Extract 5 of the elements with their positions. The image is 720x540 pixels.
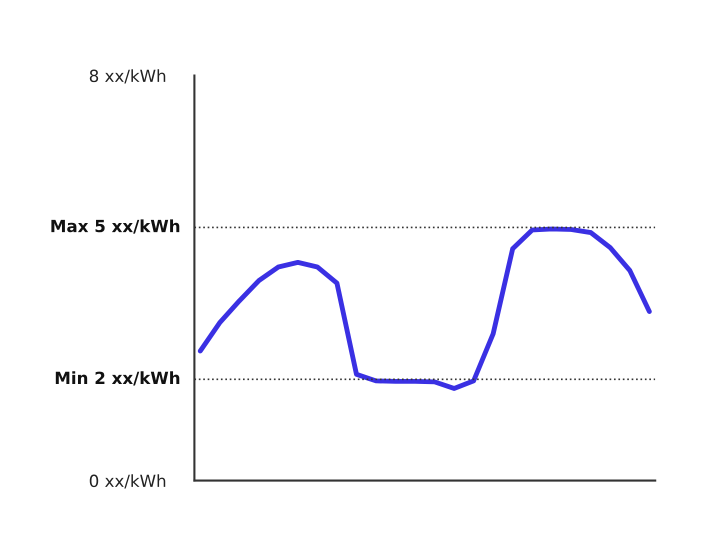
- y-tick-label: 8 xx/kWh: [90, 69, 166, 84]
- y-tick-label: 0 xx/kWh: [90, 474, 166, 488]
- line-series: [198, 226, 652, 391]
- ref-line-label: Max 5 xx/kWh: [51, 219, 180, 234]
- ref-line-label: Min 2 xx/kWh: [56, 371, 180, 386]
